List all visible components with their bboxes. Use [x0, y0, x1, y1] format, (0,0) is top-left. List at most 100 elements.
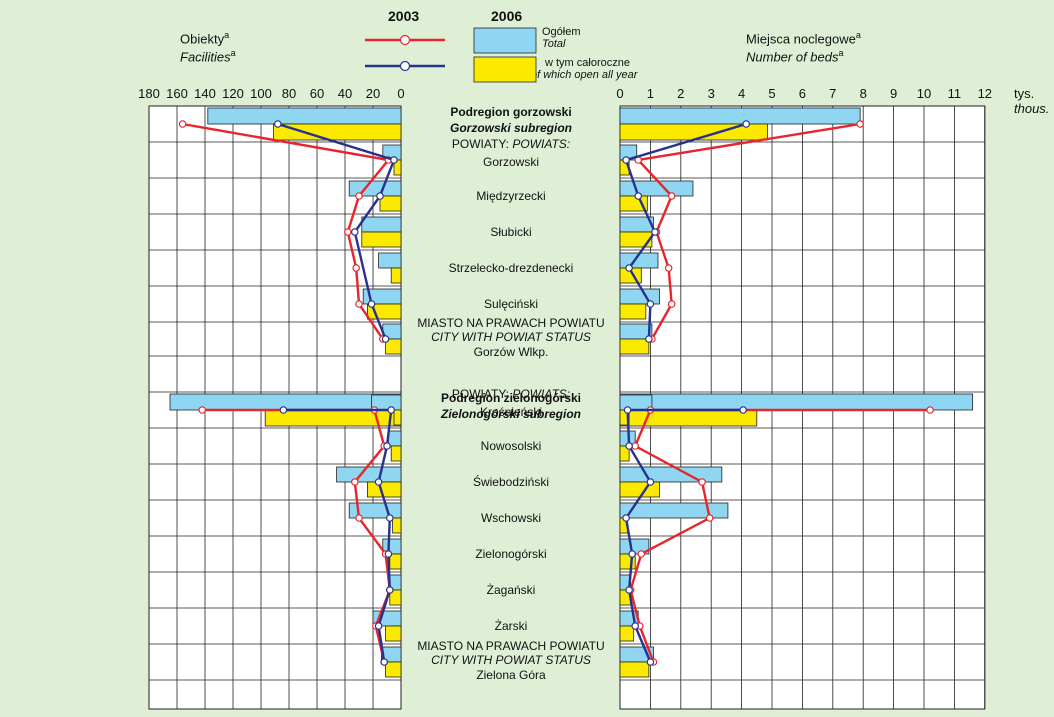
facilities-allyear-bar — [392, 517, 402, 534]
beds-2003-allyear-marker — [625, 264, 633, 272]
beds-allyear-bar — [619, 303, 647, 320]
right-panel-title: Miejsca noclegowea Number of bedsa — [746, 30, 861, 65]
category-label: MIASTO NA PRAWACH POWIATU — [417, 316, 604, 330]
beds-allyear-bar — [619, 338, 650, 355]
left-tick-label: 80 — [282, 86, 296, 101]
beds-2003-allyear-marker — [625, 442, 633, 450]
beds-2003-allyear-marker — [646, 658, 655, 666]
right-tick-label: 6 — [799, 86, 806, 101]
right-tick-label: 8 — [860, 86, 867, 101]
beds-total-bar — [619, 502, 729, 519]
facilities-2003-total-marker — [198, 406, 207, 414]
facilities-allyear-bar — [389, 589, 402, 606]
facilities-2003-allyear-line — [277, 122, 396, 340]
category-label: Nowosolski — [481, 439, 542, 453]
category-label: Podregion zielonogórski — [441, 391, 581, 405]
facilities-2003-allyear-marker — [384, 550, 393, 558]
right-tick-label: 10 — [917, 86, 931, 101]
facilities-total-bar — [207, 107, 402, 125]
facilities-allyear-bar — [361, 231, 402, 248]
beds-2003-total-marker — [667, 192, 676, 200]
right-tick-label: 1 — [647, 86, 654, 101]
facilities-2003-total-marker — [355, 192, 363, 200]
beds-2003-total-marker — [856, 120, 864, 128]
facilities-2003-allyear-marker — [383, 442, 391, 450]
legend-2003-allyear-marker — [399, 60, 411, 72]
category-label: Strzelecko-drezdenecki — [449, 261, 574, 275]
facilities-2003-allyear-marker — [390, 156, 398, 164]
category-label-en: Gorzowski subregion — [450, 121, 572, 135]
beds-total-bar — [619, 107, 861, 125]
right-tick-label: 0 — [616, 86, 623, 101]
category-label: Żarski — [495, 619, 528, 633]
facilities-allyear-bar — [366, 481, 402, 498]
right-tick-label: 7 — [829, 86, 836, 101]
facilities-allyear-bar — [379, 195, 402, 212]
facilities-total-bar — [387, 430, 402, 447]
facilities-2003-allyear-marker — [380, 658, 389, 666]
right-tick-label: 11 — [948, 86, 962, 101]
powiaty-label: POWIATY: POWIATS: — [452, 387, 570, 401]
legend-total-swatch — [473, 27, 537, 54]
beds-allyear-bar — [619, 661, 650, 678]
left-tick-label: 140 — [194, 86, 216, 101]
facilities-2003-total-marker — [343, 228, 352, 236]
beds-2003-allyear-marker — [623, 406, 632, 414]
right-tick-label: 2 — [677, 86, 684, 101]
facilities-2003-total-marker — [355, 300, 363, 308]
beds-2003-allyear-marker — [625, 586, 633, 594]
legend-year-2003: 2003 — [388, 8, 420, 24]
facilities-2003-total-marker — [178, 120, 187, 128]
beds-2003-total-marker — [698, 478, 706, 486]
beds-allyear-bar — [619, 231, 653, 248]
category-label: Świebodziński — [473, 474, 549, 489]
facilities-2003-allyear-marker — [385, 514, 394, 522]
beds-allyear-bar — [619, 409, 758, 427]
category-label: Krośnieński — [480, 405, 542, 419]
left-tick-label: 160 — [166, 86, 188, 101]
facilities-2003-allyear-marker — [273, 120, 282, 128]
right-tick-label: 3 — [708, 86, 715, 101]
category-label: Podregion gorzowski — [450, 105, 571, 119]
category-label: Międzyrzecki — [476, 189, 545, 203]
facilities-allyear-bar — [385, 661, 402, 678]
right-tick-label: 5 — [768, 86, 775, 101]
beds-2003-total-marker — [631, 442, 640, 450]
category-label-en: CITY WITH POWIAT STATUS — [431, 330, 591, 344]
facilities-total-bar — [336, 466, 402, 483]
facilities-2003-total-marker — [350, 478, 359, 486]
facilities-2003-total-marker — [352, 264, 361, 272]
right-tick-label: 9 — [890, 86, 897, 101]
category-label: Żagański — [487, 583, 536, 597]
facilities-allyear-bar — [393, 409, 402, 426]
right-tick-label: 12 — [978, 86, 992, 101]
left-tick-label: 20 — [366, 86, 380, 101]
beds-total-bar — [619, 288, 660, 305]
category-label: Wschowski — [481, 511, 541, 525]
beds-2003-total-marker — [705, 514, 714, 522]
category-label: Zielona Góra — [476, 668, 546, 682]
left-tick-label: 60 — [310, 86, 324, 101]
beds-total-bar — [619, 180, 694, 197]
category-label-en: Zielonogórski subregion — [440, 407, 581, 421]
powiaty-label: POWIATY: POWIATS: — [452, 137, 570, 151]
left-panel-title: Obiektya Facilitiesa — [180, 30, 236, 65]
facilities-2003-allyear-marker — [350, 228, 359, 236]
category-label-en: CITY WITH POWIAT STATUS — [431, 653, 591, 667]
category-label: Słubicki — [490, 225, 531, 239]
beds-allyear-bar — [619, 445, 630, 462]
beds-allyear-bar — [619, 481, 660, 498]
beds-2003-allyear-marker — [646, 478, 655, 486]
facilities-allyear-bar — [385, 338, 402, 355]
category-label: MIASTO NA PRAWACH POWIATU — [417, 639, 604, 653]
category-label: Sulęciński — [484, 297, 538, 311]
facilities-allyear-bar — [389, 553, 402, 570]
facilities-2003-allyear-marker — [367, 300, 376, 308]
left-tick-label: 0 — [397, 86, 404, 101]
category-label: Gorzowski — [483, 155, 539, 169]
left-tick-label: 40 — [338, 86, 352, 101]
legend-2003-total-marker — [399, 34, 411, 46]
facilities-total-bar — [378, 252, 402, 269]
unit-label: tys. thous. — [1014, 86, 1050, 116]
